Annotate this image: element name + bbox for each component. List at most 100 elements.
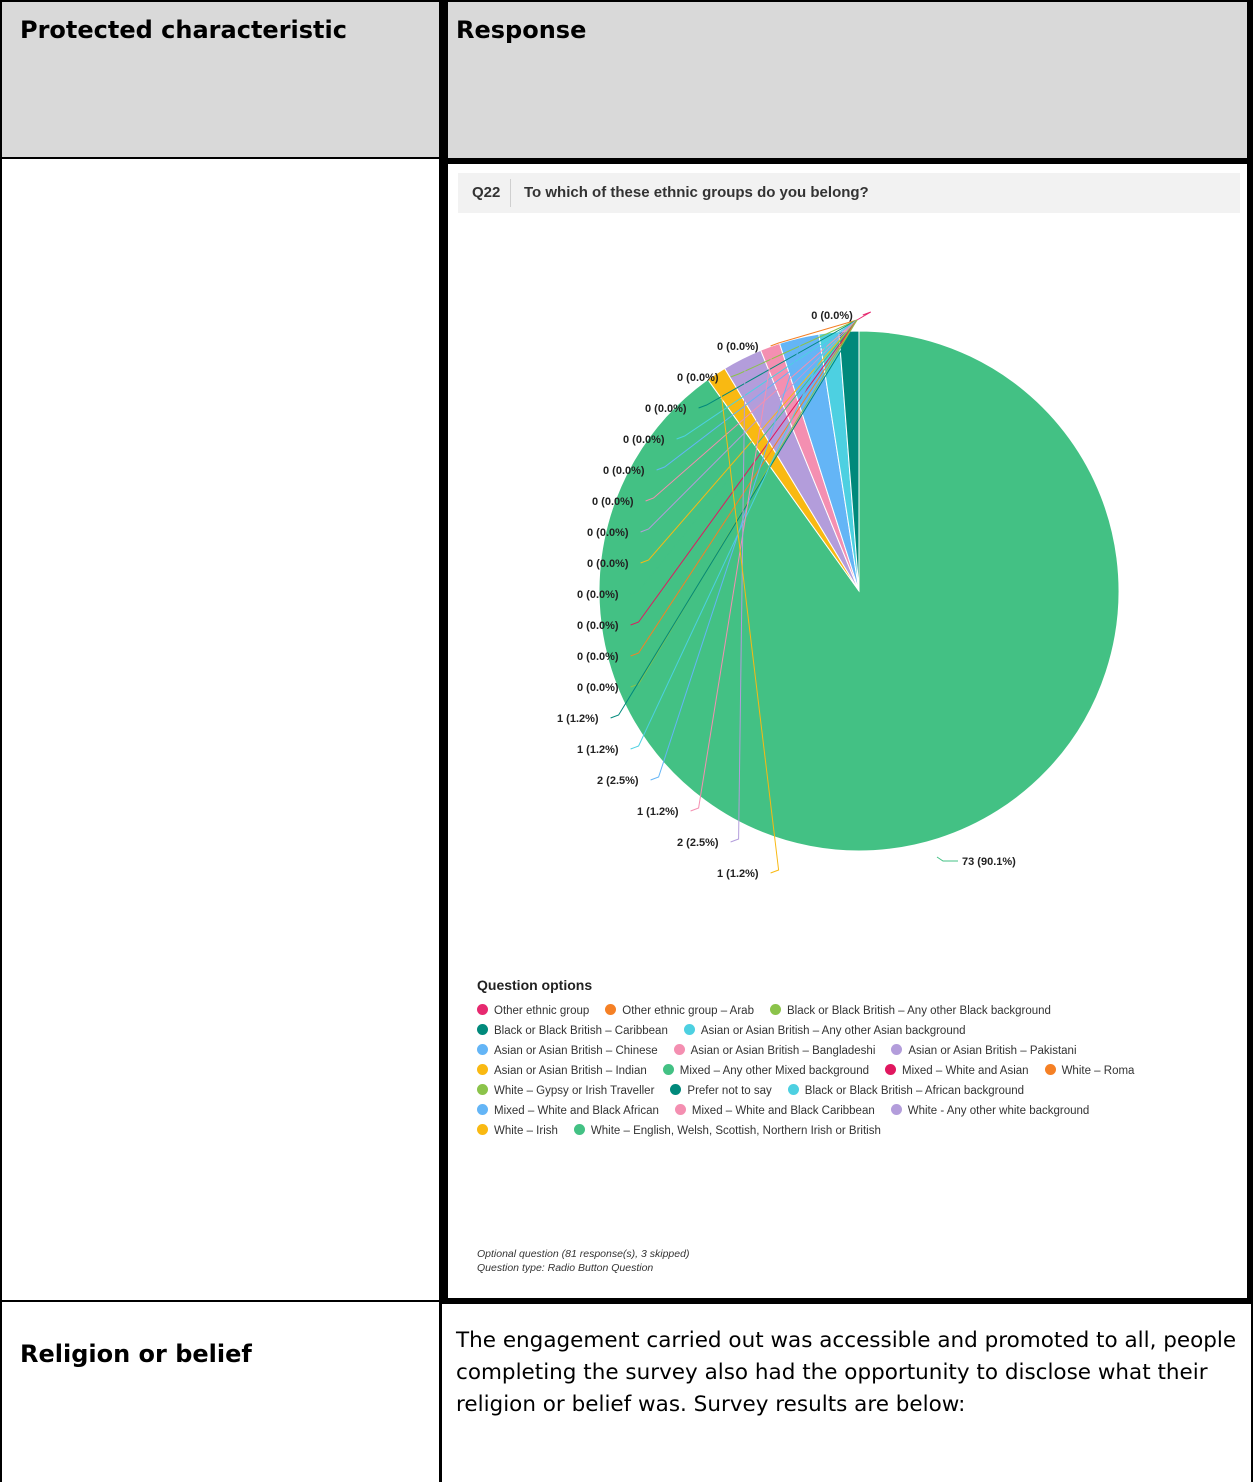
legend-item: Asian or Asian British – Chinese xyxy=(477,1044,658,1057)
legend-label: Asian or Asian British – Indian xyxy=(494,1065,647,1077)
data-label: 1 (1.2%) xyxy=(577,744,619,756)
legend-item: Mixed – Any other Mixed background xyxy=(662,1064,869,1077)
legend-row: Other ethnic group Other ethnic group – A… xyxy=(477,1004,1067,1017)
legend-swatch xyxy=(885,1064,896,1075)
leader-line xyxy=(730,364,746,843)
legend-label: Other ethnic group xyxy=(494,1005,590,1017)
question-number: Q22 xyxy=(472,184,501,201)
data-label: 0 (0.0%) xyxy=(677,372,719,384)
leader-line xyxy=(690,352,773,812)
data-label: 0 (0.0%) xyxy=(577,589,619,601)
legend-swatch xyxy=(673,1044,685,1055)
data-label: 0 (0.0%) xyxy=(587,527,629,539)
leader-line xyxy=(630,319,858,626)
header-cell-characteristic xyxy=(0,0,440,158)
data-label: 73 (90.1%) xyxy=(962,856,1016,868)
legend-swatch xyxy=(670,1084,682,1095)
header-response: Response xyxy=(456,16,587,44)
legend-item: White – Irish xyxy=(477,1124,558,1137)
legend-swatch xyxy=(477,1124,488,1135)
legend-row: Black or Black British – Caribbean Asian … xyxy=(477,1024,982,1037)
legend-label: White – Irish xyxy=(494,1125,558,1137)
legend-label: Mixed – White and Black Caribbean xyxy=(691,1105,875,1117)
legend-label: Prefer not to say xyxy=(687,1085,772,1097)
legend-swatch xyxy=(477,1064,488,1075)
leader-line xyxy=(630,319,858,657)
leader-line xyxy=(936,856,958,862)
legend-label: Asian or Asian British – Any other Asian… xyxy=(700,1025,966,1037)
pie-chart: 0 (0.0%) 0 (0.0%) 0 (0.0%) 0 (0.0%) 0 (0.0%)… xyxy=(557,310,1120,880)
leader-line xyxy=(640,319,858,564)
legend-label: Black or Black British – Any other Black… xyxy=(786,1005,1051,1017)
leader-line xyxy=(698,319,858,409)
legend-label: White – Roma xyxy=(1061,1065,1135,1077)
legend-item: Mixed – White and Black African xyxy=(477,1104,659,1117)
legend-row: White – Gypsy or Irish Traveller Prefer n… xyxy=(477,1084,1040,1097)
table-border-middle xyxy=(439,0,442,1482)
data-label: 2 (2.5%) xyxy=(597,775,639,787)
legend-row: Asian or Asian British – Indian Mixed – A… xyxy=(477,1064,1150,1077)
legend-swatch xyxy=(477,1104,488,1115)
legend-label: Black or Black British – African backgro… xyxy=(804,1085,1025,1097)
data-label: 0 (0.0%) xyxy=(577,682,619,694)
legend-item: Other ethnic group xyxy=(477,1004,589,1017)
legend-item: Asian or Asian British – Any other Asian… xyxy=(683,1024,966,1037)
legend-label: White - Any other white background xyxy=(907,1105,1090,1117)
table-border-right xyxy=(1247,0,1253,1304)
legend-label: Mixed – White and Asian xyxy=(902,1065,1029,1077)
table-border-right-thin xyxy=(1251,1300,1253,1482)
question-separator xyxy=(510,179,511,207)
legend-swatch xyxy=(477,1024,488,1035)
legend-row: Asian or Asian British – Chinese Asian or… xyxy=(477,1044,1093,1057)
legend-swatch xyxy=(477,1004,488,1015)
leader-line xyxy=(676,319,858,440)
legend-swatch xyxy=(1044,1064,1056,1075)
legend-item: Black or Black British – Any other Black… xyxy=(769,1004,1051,1017)
religion-heading: Religion or belief xyxy=(20,1340,252,1368)
legend-label: Black or Black British – Caribbean xyxy=(494,1025,668,1037)
data-label: 0 (0.0%) xyxy=(577,620,619,632)
legend-item: Asian or Asian British – Indian xyxy=(477,1064,647,1077)
legend-label: Mixed – Any other Mixed background xyxy=(679,1065,869,1077)
question-text: To which of these ethnic groups do you b… xyxy=(524,184,869,201)
table-border-top xyxy=(0,0,1253,2)
legend-title: Question options xyxy=(477,977,593,993)
data-label: 0 (0.0%) xyxy=(645,403,687,415)
legend-row: White – Irish White – English, Welsh, Sco… xyxy=(477,1124,897,1137)
leader-line xyxy=(640,319,858,533)
legend-row: Mixed – White and Black African Mixed – W… xyxy=(477,1104,1105,1117)
legend-label: Mixed – White and Black African xyxy=(494,1105,659,1117)
legend-item: White – Roma xyxy=(1044,1064,1135,1077)
leader-line xyxy=(730,319,858,378)
table-border-middle-thick xyxy=(442,0,448,1304)
legend-item: White – English, Welsh, Scottish, Northe… xyxy=(573,1124,881,1137)
table-border-header-thick xyxy=(440,158,1253,164)
leader-line xyxy=(630,319,858,688)
leader-line xyxy=(630,319,858,595)
legend-label: White – Gypsy or Irish Traveller xyxy=(494,1085,655,1097)
footnote-responses: Optional question (81 response(s), 3 ski… xyxy=(477,1248,690,1260)
leader-line xyxy=(650,343,801,781)
legend-label: Other ethnic group – Arab xyxy=(622,1005,754,1017)
legend-swatch xyxy=(683,1024,695,1035)
legend-label: White – English, Welsh, Scottish, Northe… xyxy=(590,1125,881,1137)
data-label: 1 (1.2%) xyxy=(637,806,679,818)
data-label: 0 (0.0%) xyxy=(592,496,634,508)
data-label: 1 (1.2%) xyxy=(717,868,759,880)
table-border-header xyxy=(0,157,440,159)
table-border-row-thick xyxy=(440,1298,1253,1304)
table-border-left xyxy=(0,0,2,1482)
religion-description: The engagement carried out was accessibl… xyxy=(456,1328,1237,1417)
leader-line xyxy=(770,319,858,347)
data-label: 0 (0.0%) xyxy=(587,558,629,570)
header-cell-response xyxy=(448,0,1253,158)
legend-swatch xyxy=(477,1044,488,1055)
legend-label: Asian or Asian British – Bangladeshi xyxy=(690,1045,876,1057)
leader-line xyxy=(656,319,858,471)
legend-swatch xyxy=(890,1104,902,1115)
legend-item: Black or Black British – Caribbean xyxy=(477,1024,668,1037)
data-label: 1 (1.2%) xyxy=(557,713,599,725)
legend-swatch xyxy=(674,1104,686,1115)
data-label: 0 (0.0%) xyxy=(603,465,645,477)
header-characteristic: Protected characteristic xyxy=(20,16,347,44)
